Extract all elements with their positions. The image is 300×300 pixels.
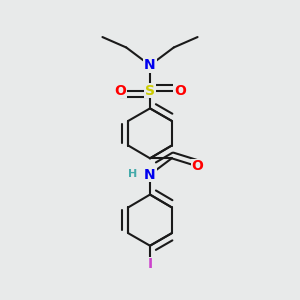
- Text: N: N: [144, 58, 156, 72]
- Text: O: O: [174, 84, 186, 98]
- Text: H: H: [128, 169, 137, 179]
- Text: I: I: [147, 257, 153, 272]
- Text: S: S: [145, 84, 155, 98]
- Text: O: O: [192, 159, 203, 173]
- Text: O: O: [114, 84, 126, 98]
- Text: N: N: [144, 168, 156, 182]
